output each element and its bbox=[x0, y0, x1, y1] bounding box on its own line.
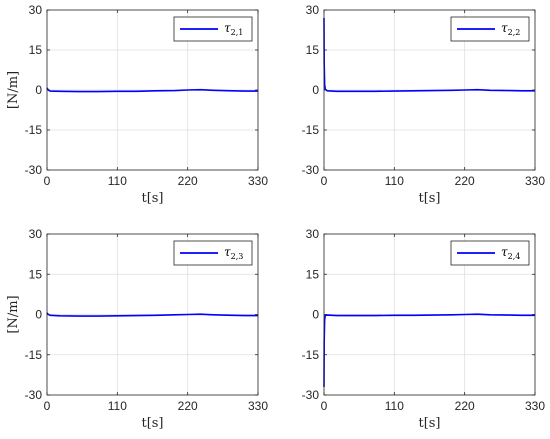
series-line bbox=[323, 17, 535, 93]
x-tick-label: 330 bbox=[248, 399, 268, 413]
x-tick-label: 220 bbox=[178, 174, 198, 188]
x-axis-label: t[s] bbox=[418, 191, 440, 206]
y-axis-label: [N/m] bbox=[6, 295, 21, 333]
x-tick-label: 220 bbox=[178, 399, 198, 413]
x-tick-label: 0 bbox=[321, 174, 328, 188]
x-axis-label: t[s] bbox=[141, 416, 163, 431]
y-tick-label: -15 bbox=[302, 348, 320, 362]
y-tick-label: -15 bbox=[302, 123, 320, 137]
y-tick-label: -15 bbox=[25, 123, 43, 137]
x-tick-label: 110 bbox=[108, 399, 127, 413]
y-tick-label: -15 bbox=[25, 348, 43, 362]
y-tick-label: 15 bbox=[29, 267, 43, 281]
x-tick-label: 330 bbox=[248, 174, 268, 188]
x-tick-label: 110 bbox=[108, 174, 127, 188]
x-tick-label: 330 bbox=[525, 174, 545, 188]
x-tick-label: 110 bbox=[385, 174, 404, 188]
series-line bbox=[46, 87, 258, 93]
legend: τ2,1 bbox=[173, 16, 253, 42]
y-tick-label: 0 bbox=[312, 83, 319, 97]
subplot-2: 0 110 220 330 -30 -15 0 15 30 t[s] τ2,2 bbox=[302, 3, 546, 206]
y-tick-label: 0 bbox=[35, 83, 42, 97]
x-tick-label: 110 bbox=[385, 399, 404, 413]
y-tick-label: 0 bbox=[35, 308, 42, 322]
legend-label: τ2,3 bbox=[224, 245, 243, 261]
x-axis-label: t[s] bbox=[418, 416, 440, 431]
y-tick-label: 15 bbox=[306, 43, 320, 57]
legend-label: τ2,1 bbox=[224, 21, 243, 37]
series-line bbox=[46, 312, 258, 317]
legend: τ2,2 bbox=[450, 16, 530, 42]
x-tick-label: 220 bbox=[455, 174, 475, 188]
x-tick-label: 330 bbox=[525, 399, 545, 413]
legend-label: τ2,2 bbox=[501, 21, 520, 37]
x-axis-label: t[s] bbox=[141, 191, 163, 206]
x-tick-label: 0 bbox=[44, 399, 51, 413]
y-tick-label: 30 bbox=[306, 3, 320, 17]
y-tick-label: -30 bbox=[25, 388, 43, 402]
y-tick-label: 15 bbox=[306, 267, 320, 281]
y-axis-label: [N/m] bbox=[6, 71, 21, 109]
y-tick-label: -30 bbox=[25, 163, 43, 177]
x-tick-label: 0 bbox=[321, 399, 328, 413]
subplot-1: 0 110 220 330 -30 -15 0 15 30 t[s] [N/m] τ2,1 bbox=[6, 3, 268, 206]
y-tick-label: -30 bbox=[302, 388, 320, 402]
x-tick-label: 220 bbox=[455, 399, 475, 413]
y-tick-label: 0 bbox=[312, 308, 319, 322]
series-line bbox=[323, 313, 535, 387]
y-tick-label: 30 bbox=[29, 3, 43, 17]
legend-label: τ2,4 bbox=[501, 245, 520, 261]
x-tick-label: 0 bbox=[44, 174, 51, 188]
y-tick-label: 15 bbox=[29, 43, 43, 57]
legend: τ2,3 bbox=[173, 240, 253, 266]
legend: τ2,4 bbox=[450, 240, 530, 266]
subplot-4: 0 110 220 330 -30 -15 0 15 30 t[s] τ2,4 bbox=[302, 227, 546, 431]
y-tick-label: -30 bbox=[302, 163, 320, 177]
subplot-3: 0 110 220 330 -30 -15 0 15 30 t[s] [N/m] τ2,3 bbox=[6, 227, 268, 431]
y-tick-label: 30 bbox=[306, 227, 320, 241]
y-tick-label: 30 bbox=[29, 227, 43, 241]
